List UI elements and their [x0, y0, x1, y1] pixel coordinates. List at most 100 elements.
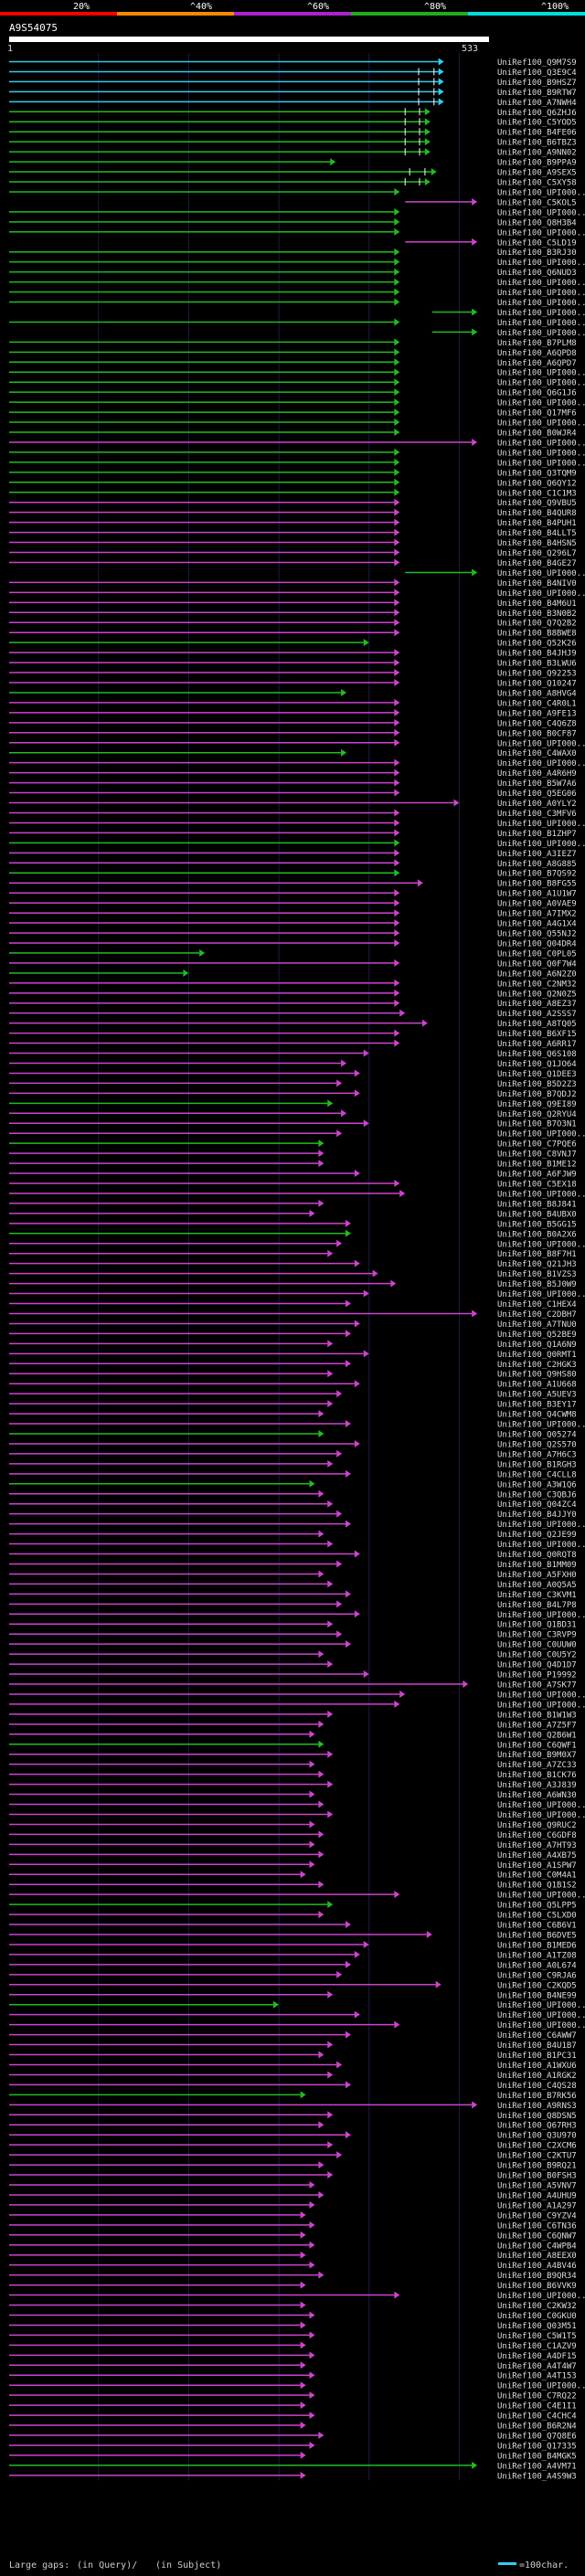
hit-label[interactable]: UniRef100_A9FE13 [497, 709, 577, 718]
hit-label[interactable]: UniRef100_UPI000... [497, 449, 585, 458]
hit-label[interactable]: UniRef100_Q52BE9 [497, 1330, 577, 1340]
hit-label[interactable]: UniRef100_UPI000... [497, 208, 585, 217]
hit-label[interactable]: UniRef100_Q92253 [497, 670, 577, 679]
hit-label[interactable]: UniRef100_B1PC31 [497, 2051, 577, 2061]
hit-label[interactable]: UniRef100_A7ZC33 [497, 1761, 577, 1770]
hit-label[interactable]: UniRef100_Q04DR4 [497, 939, 577, 949]
hit-label[interactable]: UniRef100_C5KOL5 [497, 198, 577, 207]
hit-label[interactable]: UniRef100_UPI000... [497, 279, 585, 288]
hit-label[interactable]: UniRef100_UPI000... [497, 228, 585, 238]
hit-label[interactable]: UniRef100_B4HSN5 [497, 539, 577, 548]
hit-label[interactable]: UniRef100_B1MM09 [497, 1561, 577, 1570]
hit-label[interactable]: UniRef100_A3W1Q6 [497, 1480, 577, 1489]
hit-label[interactable]: UniRef100_Q9RUC2 [497, 1821, 577, 1830]
hit-label[interactable]: UniRef100_B9HSZ7 [497, 79, 577, 88]
hit-label[interactable]: UniRef100_C5W1T5 [497, 2332, 577, 2341]
hit-label[interactable]: UniRef100_B9M0X7 [497, 1751, 577, 1760]
hit-label[interactable]: UniRef100_A1U668 [497, 1381, 577, 1390]
hit-label[interactable]: UniRef100_A6RR17 [497, 1040, 577, 1049]
hit-label[interactable]: UniRef100_B9RQ21 [497, 2162, 577, 2171]
hit-label[interactable]: UniRef100_B8F7H1 [497, 1250, 577, 1259]
hit-label[interactable]: UniRef100_Q1A6N9 [497, 1341, 577, 1350]
hit-label[interactable]: UniRef100_UPI000... [497, 759, 585, 769]
hit-label[interactable]: UniRef100_C6QWF1 [497, 1741, 577, 1750]
hit-label[interactable]: UniRef100_Q5LPP5 [497, 1902, 577, 1911]
hit-label[interactable]: UniRef100_A1TZ08 [497, 1951, 577, 1960]
hit-label[interactable]: UniRef100_UPI000... [497, 840, 585, 849]
hit-label[interactable]: UniRef100_B0FSH3 [497, 2172, 577, 2181]
hit-label[interactable]: UniRef100_A6FJW9 [497, 1171, 577, 1180]
hit-label[interactable]: UniRef100_Q2N0Z5 [497, 990, 577, 999]
hit-label[interactable]: UniRef100_B4GE27 [497, 559, 577, 568]
hit-label[interactable]: UniRef100_A4G1X4 [497, 920, 577, 929]
hit-label[interactable]: UniRef100_UPI000... [497, 439, 585, 448]
hit-label[interactable]: UniRef100_C1AZV9 [497, 2342, 577, 2351]
hit-label[interactable]: UniRef100_B3EY17 [497, 1401, 577, 1410]
hit-label[interactable]: UniRef100_A0VAE9 [497, 900, 577, 909]
hit-label[interactable]: UniRef100_UPI000... [497, 2382, 585, 2391]
hit-label[interactable]: UniRef100_Q9M7S9 [497, 58, 577, 68]
hit-label[interactable]: UniRef100_C0U5Y2 [497, 1651, 577, 1660]
hit-label[interactable]: UniRef100_C5XY58 [497, 179, 577, 188]
hit-label[interactable]: UniRef100_A3J839 [497, 1781, 577, 1790]
hit-label[interactable]: UniRef100_B4MGK5 [497, 2452, 577, 2461]
hit-label[interactable]: UniRef100_Q2S570 [497, 1440, 577, 1449]
hit-label[interactable]: UniRef100_Q9HS80 [497, 1371, 577, 1380]
hit-label[interactable]: UniRef100_C4WPB4 [497, 2242, 577, 2251]
hit-label[interactable]: UniRef100_B4JHJ9 [497, 650, 577, 659]
hit-label[interactable]: UniRef100_A9SEX5 [497, 169, 577, 178]
hit-label[interactable]: UniRef100_Q7Q2B2 [497, 620, 577, 629]
hit-label[interactable]: UniRef100_Q8DSN5 [497, 2112, 577, 2121]
hit-label[interactable]: UniRef100_A7HT93 [497, 1841, 577, 1850]
hit-label[interactable]: UniRef100_C4R0L1 [497, 699, 577, 708]
hit-label[interactable]: UniRef100_A1SPW7 [497, 1861, 577, 1871]
hit-label[interactable]: UniRef100_A7TNU0 [497, 1320, 577, 1330]
hit-label[interactable]: UniRef100_C4Q6Z8 [497, 719, 577, 728]
hit-label[interactable]: UniRef100_UPI000... [497, 2292, 585, 2301]
hit-label[interactable]: UniRef100_A6QPD8 [497, 349, 577, 358]
hit-label[interactable]: UniRef100_C0PL05 [497, 949, 577, 959]
hit-label[interactable]: UniRef100_UPI000... [497, 1290, 585, 1299]
hit-label[interactable]: UniRef100_C2HGK3 [497, 1361, 577, 1370]
hit-label[interactable]: UniRef100_Q21JH3 [497, 1260, 577, 1269]
hit-label[interactable]: UniRef100_B1ZHP7 [497, 830, 577, 839]
hit-label[interactable]: UniRef100_B7PLM8 [497, 339, 577, 348]
hit-label[interactable]: UniRef100_C2KQD5 [497, 1981, 577, 1990]
hit-label[interactable]: UniRef100_Q0F7W4 [497, 959, 577, 969]
hit-label[interactable]: UniRef100_UPI000... [497, 1130, 585, 1140]
hit-label[interactable]: UniRef100_B5W7A6 [497, 779, 577, 789]
hit-label[interactable]: UniRef100_C0M4A1 [497, 1871, 577, 1881]
hit-label[interactable]: UniRef100_Q17335 [497, 2442, 577, 2451]
hit-label[interactable]: UniRef100_B4QUR8 [497, 509, 577, 518]
hit-label[interactable]: UniRef100_Q0RQT8 [497, 1551, 577, 1560]
hit-label[interactable]: UniRef100_A5UEV3 [497, 1391, 577, 1400]
hit-label[interactable]: UniRef100_UPI000... [497, 259, 585, 268]
hit-label[interactable]: UniRef100_A9RNS3 [497, 2102, 577, 2111]
hit-label[interactable]: UniRef100_B4NE99 [497, 1991, 577, 2000]
hit-label[interactable]: UniRef100_B5J0W9 [497, 1280, 577, 1289]
hit-label[interactable]: UniRef100_B1VZS3 [497, 1270, 577, 1279]
hit-label[interactable]: UniRef100_A4XB75 [497, 1851, 577, 1860]
hit-label[interactable]: UniRef100_B1ME12 [497, 1161, 577, 1170]
hit-label[interactable]: UniRef100_UPI000... [497, 569, 585, 578]
hit-label[interactable]: UniRef100_C2NM32 [497, 980, 577, 989]
hit-label[interactable]: UniRef100_Q8H3B4 [497, 218, 577, 228]
hit-label[interactable]: UniRef100_C3KVM1 [497, 1591, 577, 1600]
hit-label[interactable]: UniRef100_C1HEX4 [497, 1300, 577, 1309]
hit-label[interactable]: UniRef100_B6XF15 [497, 1030, 577, 1039]
hit-label[interactable]: UniRef100_B1W1W3 [497, 1711, 577, 1720]
hit-label[interactable]: UniRef100_B4L7P8 [497, 1601, 577, 1610]
hit-label[interactable]: UniRef100_UPI000... [497, 1190, 585, 1199]
hit-label[interactable]: UniRef100_A7SK77 [497, 1681, 577, 1691]
hit-label[interactable]: UniRef100_UPI000... [497, 329, 585, 338]
hit-label[interactable]: UniRef100_UPI000... [497, 1240, 585, 1249]
hit-label[interactable]: UniRef100_A8TQ05 [497, 1020, 577, 1029]
hit-label[interactable]: UniRef100_C6TN36 [497, 2221, 577, 2231]
hit-label[interactable]: UniRef100_C2DBH7 [497, 1310, 577, 1320]
hit-label[interactable]: UniRef100_C3MFV6 [497, 810, 577, 819]
hit-label[interactable]: UniRef100_A3IEZ7 [497, 850, 577, 859]
hit-label[interactable]: UniRef100_Q0RMT1 [497, 1351, 577, 1360]
hit-label[interactable]: UniRef100_Q4D1D7 [497, 1661, 577, 1670]
hit-label[interactable]: UniRef100_B9PPA9 [497, 159, 577, 168]
hit-label[interactable]: UniRef100_A0YLY2 [497, 800, 577, 809]
